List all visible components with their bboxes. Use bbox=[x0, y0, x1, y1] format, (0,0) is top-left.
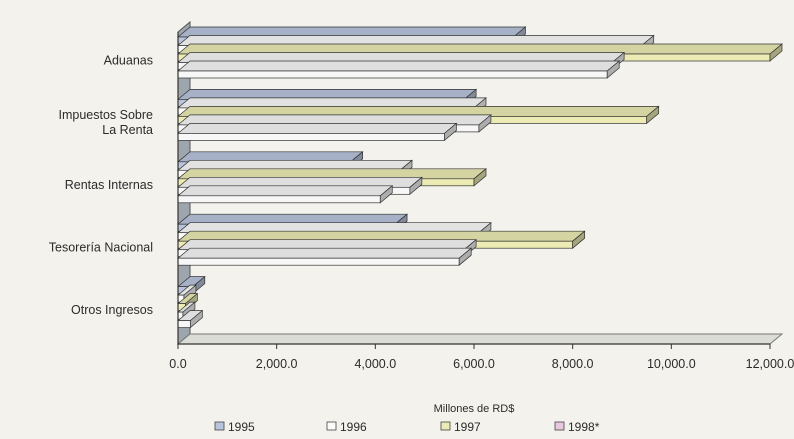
bar bbox=[177, 133, 445, 141]
category-label: Aduanas bbox=[104, 53, 153, 67]
bar-end bbox=[769, 43, 783, 62]
category-label: Otros Ingresos bbox=[71, 303, 153, 317]
bar-end bbox=[189, 309, 203, 329]
legend-swatch bbox=[214, 421, 225, 431]
category-label: La Renta bbox=[102, 123, 153, 137]
x-tick-label: 10,000.0 bbox=[647, 357, 696, 371]
x-tick-label: 2,000.0 bbox=[256, 357, 298, 371]
x-tick-label: 4,000.0 bbox=[354, 357, 396, 371]
bar bbox=[177, 257, 460, 266]
legend-label: 1996 bbox=[340, 420, 367, 434]
legend-swatch bbox=[440, 421, 451, 431]
bar-top bbox=[177, 247, 473, 259]
category-label: Rentas Internas bbox=[65, 178, 153, 192]
bar-top bbox=[177, 60, 621, 72]
bar-end bbox=[478, 114, 492, 133]
bar-top bbox=[177, 185, 394, 197]
bar-end bbox=[646, 105, 660, 125]
x-tick-label: 6,000.0 bbox=[453, 357, 495, 371]
legend-swatch bbox=[554, 421, 565, 431]
x-axis-title: Millones de RD$ bbox=[434, 403, 515, 415]
bar-end bbox=[473, 168, 487, 187]
x-tick-label: 12,000.0 bbox=[746, 357, 794, 371]
bar-end bbox=[409, 176, 423, 196]
chart-floor bbox=[176, 333, 784, 345]
legend-label: 1998* bbox=[568, 420, 600, 434]
legend-swatch bbox=[326, 421, 337, 431]
x-tick-label: 8,000.0 bbox=[552, 357, 594, 371]
bar bbox=[177, 320, 191, 328]
bar-end bbox=[444, 122, 457, 142]
bar bbox=[177, 70, 608, 79]
bar-end bbox=[458, 247, 472, 266]
legend-label: 1997 bbox=[454, 420, 481, 434]
category-label: Impuestos Sobre bbox=[59, 108, 154, 122]
bar-top bbox=[177, 123, 458, 134]
legend-label: 1995 bbox=[228, 420, 255, 434]
bar-end bbox=[606, 60, 620, 79]
bar-end bbox=[379, 185, 393, 204]
bar bbox=[177, 195, 381, 204]
x-tick-label: 0.0 bbox=[169, 357, 186, 371]
category-label: Tesorería Nacional bbox=[49, 240, 153, 254]
bar-end bbox=[572, 230, 586, 249]
